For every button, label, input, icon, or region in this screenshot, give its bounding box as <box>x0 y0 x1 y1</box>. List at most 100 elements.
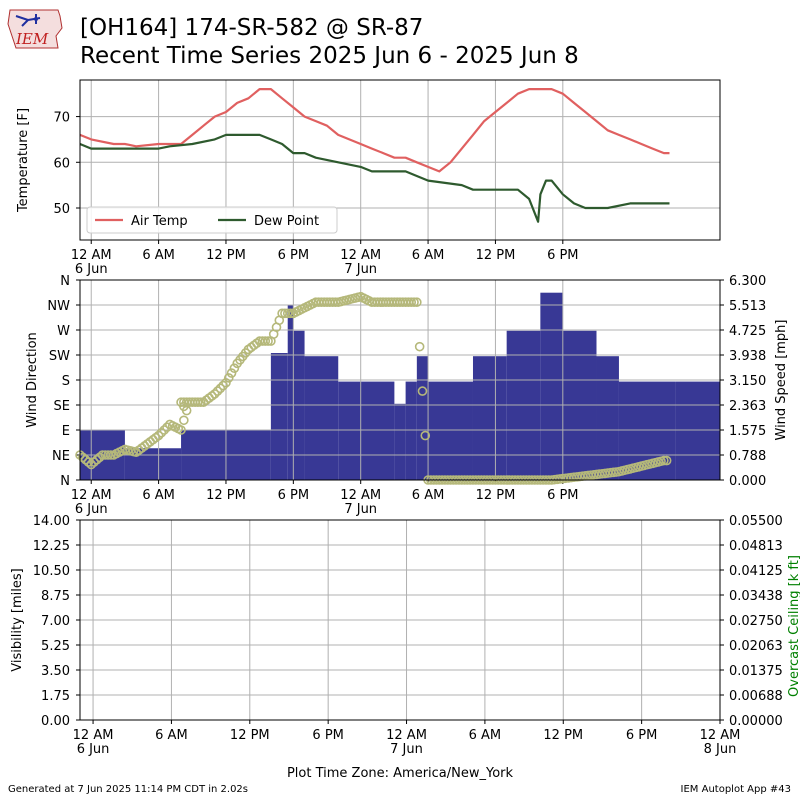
wind-speed-bar <box>675 381 720 480</box>
x-tick-label: 6 PM <box>626 728 657 743</box>
wind-speed-bar <box>428 381 473 480</box>
wind-direction-point <box>86 459 97 470</box>
wind-direction-point <box>409 297 419 308</box>
visibility-tick-label: 14.00 <box>33 514 70 529</box>
wind-speed-bar <box>270 353 288 480</box>
y-tick-label: 70 <box>53 111 70 126</box>
x-tick-date-label: 7 Jun <box>344 262 377 277</box>
direction-tick-label: SW <box>49 349 70 364</box>
ceiling-tick-label: 0.02750 <box>729 614 783 629</box>
direction-tick-label: N <box>60 474 70 489</box>
ceiling-tick-label: 0.05500 <box>729 514 783 529</box>
ceiling-tick-label: 0.01375 <box>729 664 783 679</box>
speed-tick-label: 0.788 <box>729 449 766 464</box>
wind-direction-point <box>417 386 428 396</box>
temperature-axis-label: Temperature [F] <box>16 108 31 213</box>
visibility-tick-label: 1.75 <box>41 689 70 704</box>
wind-direction-point <box>80 454 91 465</box>
legend-label-dew-point: Dew Point <box>254 214 319 229</box>
visibility-tick-label: 5.25 <box>41 639 70 654</box>
speed-tick-label: 1.575 <box>729 424 766 439</box>
logo-text: IEM <box>16 30 49 48</box>
wind-direction-point <box>221 377 231 388</box>
x-tick-label: 6 AM <box>142 488 175 503</box>
wind-direction-point <box>156 427 167 438</box>
speed-tick-label: 0.000 <box>729 474 766 489</box>
wind-panel-frame <box>79 279 721 481</box>
wind-direction-point <box>153 430 164 441</box>
x-tick-date-label: 7 Jun <box>344 502 377 517</box>
wind-direction-point <box>176 425 186 435</box>
speed-tick-label: 2.363 <box>729 399 766 414</box>
legend-label-air-temp: Air Temp <box>131 214 188 229</box>
speed-tick-label: 3.938 <box>729 349 766 364</box>
x-tick-label: 12 PM <box>476 488 516 503</box>
wind-direction-axis-label: Wind Direction <box>25 332 40 428</box>
direction-tick-label: SE <box>54 399 70 414</box>
wind-direction-point <box>661 455 672 466</box>
wind-speed-bar <box>405 381 417 480</box>
speed-tick-label: 3.150 <box>729 374 766 389</box>
x-tick-label: 12 AM <box>73 728 114 743</box>
x-tick-label: 6 PM <box>312 728 343 743</box>
wind-direction-point <box>159 425 170 435</box>
speed-tick-label: 4.725 <box>729 324 766 339</box>
wind-direction-point <box>260 336 271 346</box>
visibility-tick-label: 7.00 <box>41 614 70 629</box>
x-tick-label: 12 PM <box>206 488 246 503</box>
wind-speed-bar <box>394 403 406 480</box>
x-tick-label: 6 AM <box>412 248 445 263</box>
wind-direction-point <box>193 397 203 408</box>
air-temp-line <box>79 88 670 173</box>
x-tick-date-label: 6 Jun <box>75 502 108 517</box>
x-tick-label: 12 PM <box>206 248 246 263</box>
ceiling-tick-label: 0.03438 <box>729 589 783 604</box>
wind-speed-bar <box>304 356 339 480</box>
title-line-1: [OH164] 174-SR-582 @ SR-87 <box>80 15 424 41</box>
wind-direction-point <box>226 368 237 378</box>
x-tick-label: 6 PM <box>547 248 578 263</box>
temperature-panel-frame <box>79 79 721 241</box>
wind-speed-bar <box>540 292 563 480</box>
x-tick-label: 12 AM <box>700 728 741 743</box>
wind-direction-point <box>106 450 116 460</box>
wind-direction-point <box>195 397 206 408</box>
direction-tick-label: NE <box>52 449 70 464</box>
y-tick-label: 50 <box>53 202 70 217</box>
wind-direction-point <box>659 455 669 466</box>
x-tick-label: 12 PM <box>230 728 270 743</box>
direction-tick-label: W <box>57 324 70 339</box>
wind-direction-point <box>179 415 189 426</box>
direction-tick-label: N <box>60 274 70 289</box>
direction-tick-label: E <box>62 424 70 439</box>
wind-direction-point <box>83 457 94 467</box>
y-tick-label: 60 <box>53 156 70 171</box>
dew-point-line <box>79 133 670 223</box>
wind-direction-point <box>420 430 431 441</box>
x-tick-label: 6 PM <box>278 248 309 263</box>
timezone-axis-label: Plot Time Zone: America/New_York <box>287 766 514 781</box>
direction-tick-label: NW <box>47 299 70 314</box>
x-tick-label: 6 AM <box>155 728 188 743</box>
x-tick-date-label: 6 Jun <box>75 262 108 277</box>
wind-direction-point <box>94 452 105 463</box>
x-tick-label: 12 AM <box>340 488 381 503</box>
wind-direction-point <box>412 297 422 308</box>
wind-speed-bar <box>596 356 619 480</box>
visibility-tick-label: 10.50 <box>33 564 70 579</box>
x-tick-date-label: 8 Jun <box>704 742 737 757</box>
wind-speed-bar <box>287 305 294 480</box>
ceiling-tick-label: 0.04813 <box>729 539 783 554</box>
wind-direction-point <box>414 341 425 352</box>
visibility-axis-label: Visibility [miles] <box>10 568 25 671</box>
wind-direction-point <box>209 389 220 399</box>
ceiling-tick-label: 0.00000 <box>729 714 783 729</box>
visibility-tick-label: 0.00 <box>41 714 70 729</box>
wind-direction-point <box>215 383 226 394</box>
ceiling-tick-label: 0.00688 <box>729 689 783 704</box>
x-tick-label: 6 AM <box>142 248 175 263</box>
generated-footer: Generated at 7 Jun 2025 11:14 PM CDT in … <box>8 784 249 795</box>
wind-speed-bar <box>338 381 395 480</box>
x-tick-label: 6 AM <box>469 728 502 743</box>
x-tick-label: 12 AM <box>71 248 112 263</box>
